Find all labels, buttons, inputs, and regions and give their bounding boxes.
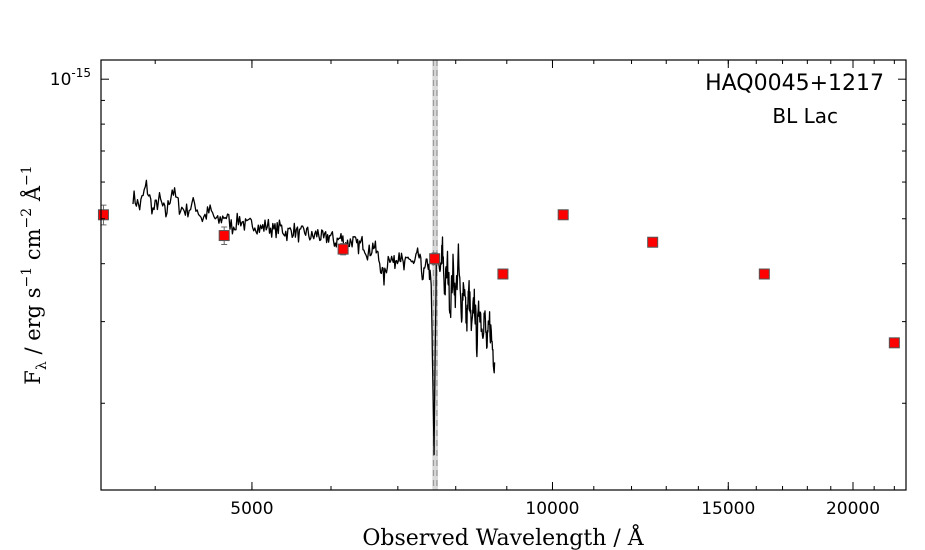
photometry-point-6 xyxy=(647,236,659,248)
y-label-unit-3: Å xyxy=(20,185,45,208)
x-axis-label: Observed Wavelength / Å xyxy=(362,523,644,550)
photometry-point-7 xyxy=(758,268,770,280)
photometry-point-3 xyxy=(429,253,441,265)
photometry-point-2 xyxy=(337,243,349,255)
y-tick-label-0: 10-15 xyxy=(50,66,91,90)
photometry-point-5 xyxy=(557,209,569,221)
x-tick-label-1: 10000 xyxy=(525,499,579,519)
photometry-point-1 xyxy=(218,230,230,242)
photometry-point-8 xyxy=(888,337,900,349)
y-label-unit-1: / erg s xyxy=(21,287,45,361)
chart-subtitle: BL Lac xyxy=(772,104,838,128)
photometry-point-4 xyxy=(497,268,509,280)
y-label-exp-3: −1 xyxy=(19,165,35,186)
plot-frame xyxy=(100,59,907,491)
axis-ticks: 5000 10000 15000 20000 10-15 xyxy=(50,60,906,519)
spectrum-line xyxy=(132,179,496,456)
y-label-exp-2: −2 xyxy=(19,208,35,229)
photometry-series xyxy=(97,204,900,349)
y-label-exp-1: −1 xyxy=(19,267,35,288)
x-tick-label-0: 5000 xyxy=(230,499,273,519)
y-label-lambda: λ xyxy=(34,361,50,370)
y-axis-label: Fλ / erg s−1 cm−2 Å−1 xyxy=(19,165,50,384)
spectrum-series xyxy=(132,179,496,456)
telluric-band xyxy=(432,60,439,490)
x-tick-label-2: 15000 xyxy=(701,499,755,519)
band-fill xyxy=(432,60,439,490)
chart-title: HAQ0045+1217 xyxy=(705,71,884,96)
photometry-point-0 xyxy=(97,209,109,221)
y-label-f: F xyxy=(21,370,45,385)
x-tick-label-3: 20000 xyxy=(826,499,880,519)
y-label-unit-2: cm xyxy=(21,228,45,266)
